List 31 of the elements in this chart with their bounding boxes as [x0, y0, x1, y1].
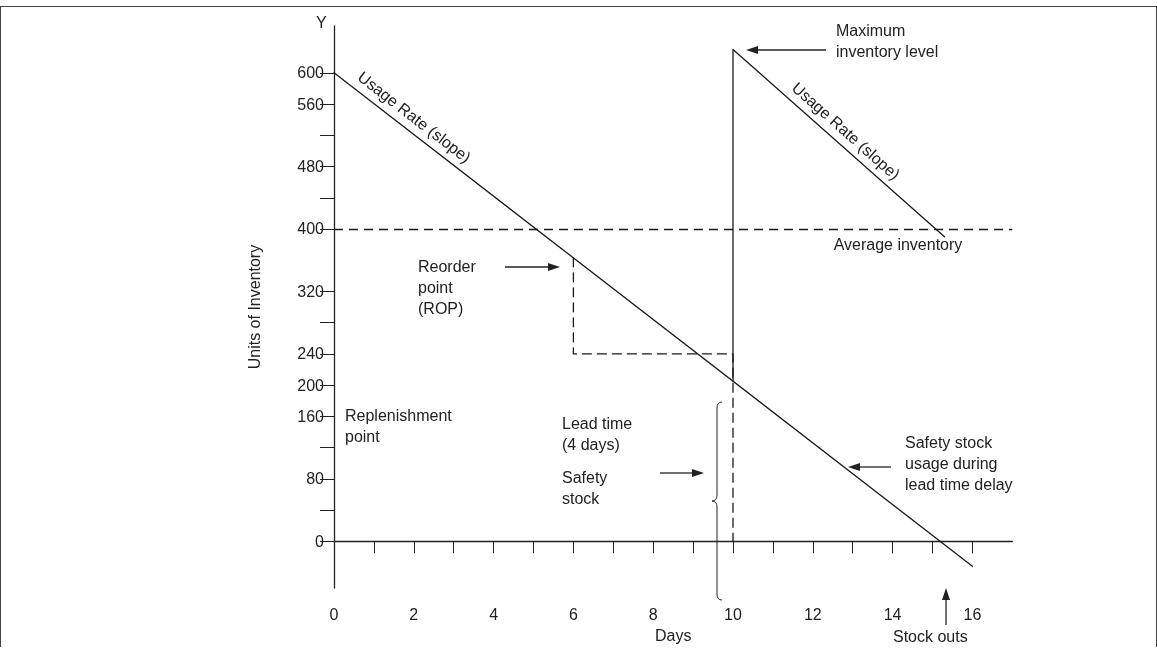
y-tick-label: 600: [297, 64, 325, 82]
y-tick-label: 240: [297, 345, 325, 363]
x-tick-label: 10: [724, 605, 742, 623]
annotation: Reorder point (ROP): [418, 258, 481, 317]
x-tick-label: 4: [489, 605, 499, 623]
y-tick-label: 560: [297, 95, 325, 113]
text: Stock outs: [893, 628, 968, 645]
x-tick-label: 6: [568, 605, 578, 623]
ref-line-label: Average inventory: [833, 236, 963, 254]
y-tick-label: 480: [297, 158, 325, 176]
annotation: Safety stock: [905, 434, 997, 451]
x-tick-label: 2: [409, 605, 419, 623]
annotation: Lead time (4 days): [562, 415, 637, 453]
y-tick-label: 0: [315, 532, 325, 550]
y-tick-label: 400: [297, 220, 325, 238]
x-tick-label: 14: [883, 605, 902, 623]
y-tick-label: 320: [297, 282, 325, 300]
y-tick-label: 200: [297, 376, 325, 394]
y-tick-label: 160: [297, 407, 325, 425]
x-tick-label: 8: [648, 605, 658, 623]
x-tick-label: 12: [803, 605, 822, 623]
x-tick-label: 0: [329, 605, 339, 623]
annotation: Replenishment point: [345, 407, 457, 445]
y-tick-label: 80: [306, 470, 325, 488]
text: Y: [316, 14, 327, 31]
y-axis-title: Units of Inventory: [245, 244, 263, 370]
text: usage during lead time delay: [905, 455, 1013, 493]
x-tick-label: 16: [963, 605, 982, 623]
x-axis-title: Days: [654, 626, 692, 644]
text: Safety stock: [562, 469, 608, 507]
annotation: Maximum inventory level: [836, 22, 939, 60]
